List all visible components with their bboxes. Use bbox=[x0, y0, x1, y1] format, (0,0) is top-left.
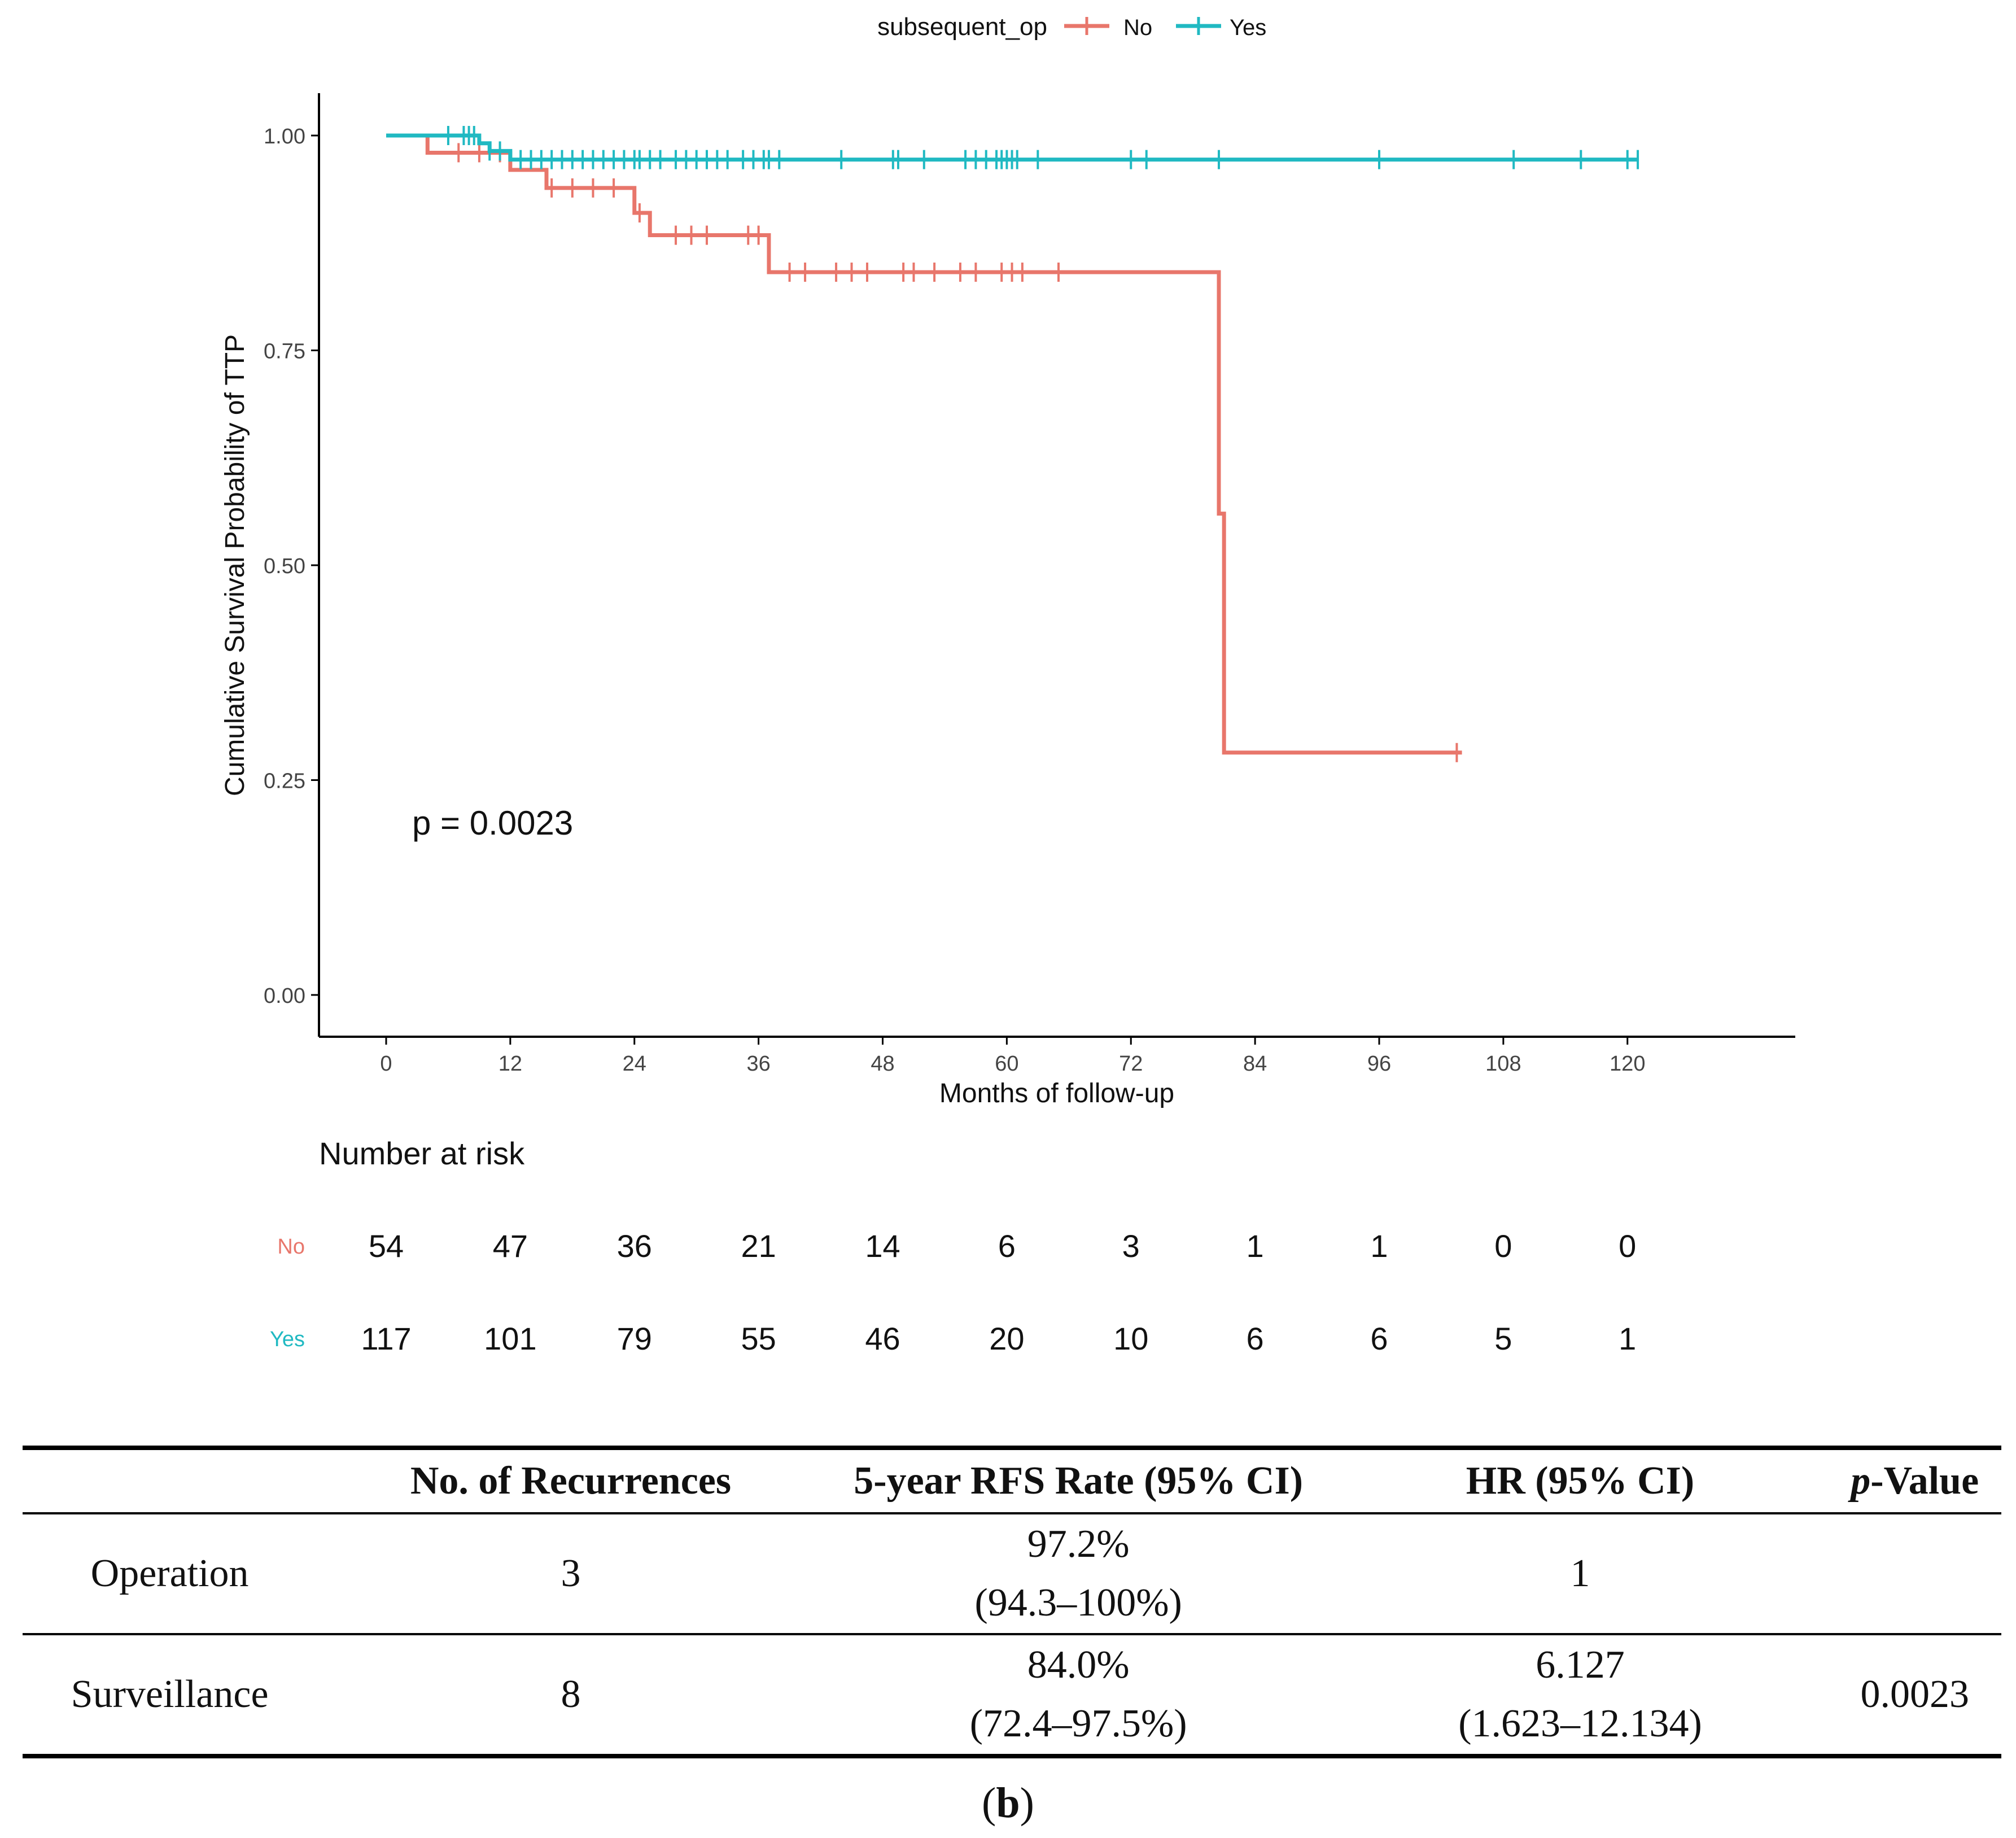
x-tick-label: 72 bbox=[1119, 1052, 1143, 1076]
risk-value: 0 bbox=[1494, 1228, 1512, 1264]
header-rfs: 5-year RFS Rate (95% CI) bbox=[824, 1446, 1332, 1514]
cell-hr-ci: (1.623–12.134) bbox=[1458, 1702, 1702, 1745]
risk-value: 1 bbox=[1370, 1228, 1388, 1264]
cell-p: 0.0023 bbox=[1828, 1634, 2001, 1758]
risk-value: 20 bbox=[989, 1321, 1024, 1356]
table-header-row: No. of Recurrences 5-year RFS Rate (95% … bbox=[23, 1446, 2001, 1514]
y-tick-label: 0.25 bbox=[264, 770, 305, 793]
caption-close: ) bbox=[1020, 1779, 1034, 1827]
risk-value: 5 bbox=[1494, 1321, 1512, 1356]
cell-group: Surveillance bbox=[23, 1634, 317, 1758]
risk-value: 3 bbox=[1122, 1228, 1140, 1264]
risk-value: 21 bbox=[741, 1228, 776, 1264]
risk-value: 55 bbox=[741, 1321, 776, 1356]
x-tick-label: 36 bbox=[746, 1052, 770, 1076]
risk-table-title: Number at risk bbox=[319, 1136, 525, 1171]
x-tick-label: 60 bbox=[995, 1052, 1018, 1076]
cell-rfs-rate: 84.0% bbox=[1027, 1643, 1130, 1687]
y-tick-label: 1.00 bbox=[264, 125, 305, 149]
risk-value: 36 bbox=[617, 1228, 652, 1264]
cell-p bbox=[1828, 1513, 2001, 1635]
header-p-value: p-Value bbox=[1828, 1446, 2001, 1514]
risk-value: 1 bbox=[1619, 1321, 1636, 1356]
cell-group: Operation bbox=[23, 1513, 317, 1635]
risk-value: 79 bbox=[617, 1321, 652, 1356]
legend-label: No bbox=[1123, 15, 1152, 40]
header-p-suffix: -Value bbox=[1870, 1459, 1979, 1503]
header-p-italic: p bbox=[1851, 1459, 1871, 1503]
cell-rfs: 97.2% (94.3–100%) bbox=[824, 1513, 1332, 1635]
cell-rfs: 84.0% (72.4–97.5%) bbox=[824, 1634, 1332, 1758]
y-tick-label: 0.00 bbox=[264, 984, 305, 1008]
x-tick-label: 0 bbox=[380, 1052, 392, 1076]
risk-value: 54 bbox=[369, 1228, 404, 1264]
risk-value: 14 bbox=[865, 1228, 900, 1264]
risk-value: 117 bbox=[361, 1321, 411, 1356]
legend-label: Yes bbox=[1230, 15, 1266, 40]
risk-value: 101 bbox=[484, 1321, 536, 1356]
caption-letter: b bbox=[996, 1779, 1020, 1827]
figure-caption: (b) bbox=[0, 1779, 2016, 1828]
cell-hr: 1 bbox=[1332, 1513, 1829, 1635]
y-axis-label: Cumulative Survival Probability of TTP bbox=[220, 334, 250, 796]
y-tick-label: 0.50 bbox=[264, 555, 305, 578]
header-group bbox=[23, 1446, 317, 1514]
x-tick-label: 12 bbox=[498, 1052, 522, 1076]
cell-rfs-ci: (94.3–100%) bbox=[974, 1581, 1182, 1625]
y-tick-label: 0.75 bbox=[264, 340, 305, 364]
risk-row-label: Yes bbox=[270, 1328, 305, 1351]
cell-rfs-rate: 97.2% bbox=[1027, 1522, 1130, 1566]
risk-value: 10 bbox=[1113, 1321, 1148, 1356]
results-table: No. of Recurrences 5-year RFS Rate (95% … bbox=[23, 1446, 2001, 1758]
x-tick-label: 96 bbox=[1367, 1052, 1391, 1076]
risk-value: 0 bbox=[1619, 1228, 1636, 1264]
km-plot: 0.000.250.500.751.000 12 24 36 48 60 72 84 96 108… bbox=[220, 13, 1795, 1356]
cell-hr-value: 6.127 bbox=[1536, 1643, 1625, 1687]
header-recurrences: No. of Recurrences bbox=[317, 1446, 825, 1514]
table-row: Surveillance 8 84.0% (72.4–97.5%) 6.127 (1… bbox=[23, 1634, 2001, 1758]
cell-rfs-ci: (72.4–97.5%) bbox=[969, 1702, 1187, 1745]
caption-open: ( bbox=[982, 1779, 996, 1827]
x-tick-label: 84 bbox=[1243, 1052, 1267, 1076]
legend-title: subsequent_op bbox=[877, 13, 1047, 41]
x-tick-label: 24 bbox=[623, 1052, 646, 1076]
risk-value: 46 bbox=[865, 1321, 900, 1356]
table-row: Operation 3 97.2% (94.3–100%) 1 bbox=[23, 1513, 2001, 1635]
series-line-no bbox=[386, 133, 1462, 755]
risk-value: 6 bbox=[1247, 1321, 1264, 1356]
cell-recurrences: 3 bbox=[317, 1513, 825, 1635]
cell-recurrences: 8 bbox=[317, 1634, 825, 1758]
x-tick-label: 48 bbox=[871, 1052, 894, 1076]
p-value-annotation: p = 0.0023 bbox=[412, 804, 573, 842]
risk-value: 1 bbox=[1247, 1228, 1264, 1264]
cell-hr-value: 1 bbox=[1570, 1552, 1590, 1595]
risk-value: 6 bbox=[1370, 1321, 1388, 1356]
x-axis-label: Months of follow-up bbox=[939, 1079, 1174, 1108]
x-tick-label: 108 bbox=[1485, 1052, 1521, 1076]
header-hr: HR (95% CI) bbox=[1332, 1446, 1829, 1514]
risk-value: 47 bbox=[493, 1228, 528, 1264]
cell-hr: 6.127 (1.623–12.134) bbox=[1332, 1634, 1829, 1758]
risk-value: 6 bbox=[998, 1228, 1016, 1264]
risk-row-label: No bbox=[277, 1235, 305, 1259]
x-tick-label: 120 bbox=[1610, 1052, 1645, 1076]
